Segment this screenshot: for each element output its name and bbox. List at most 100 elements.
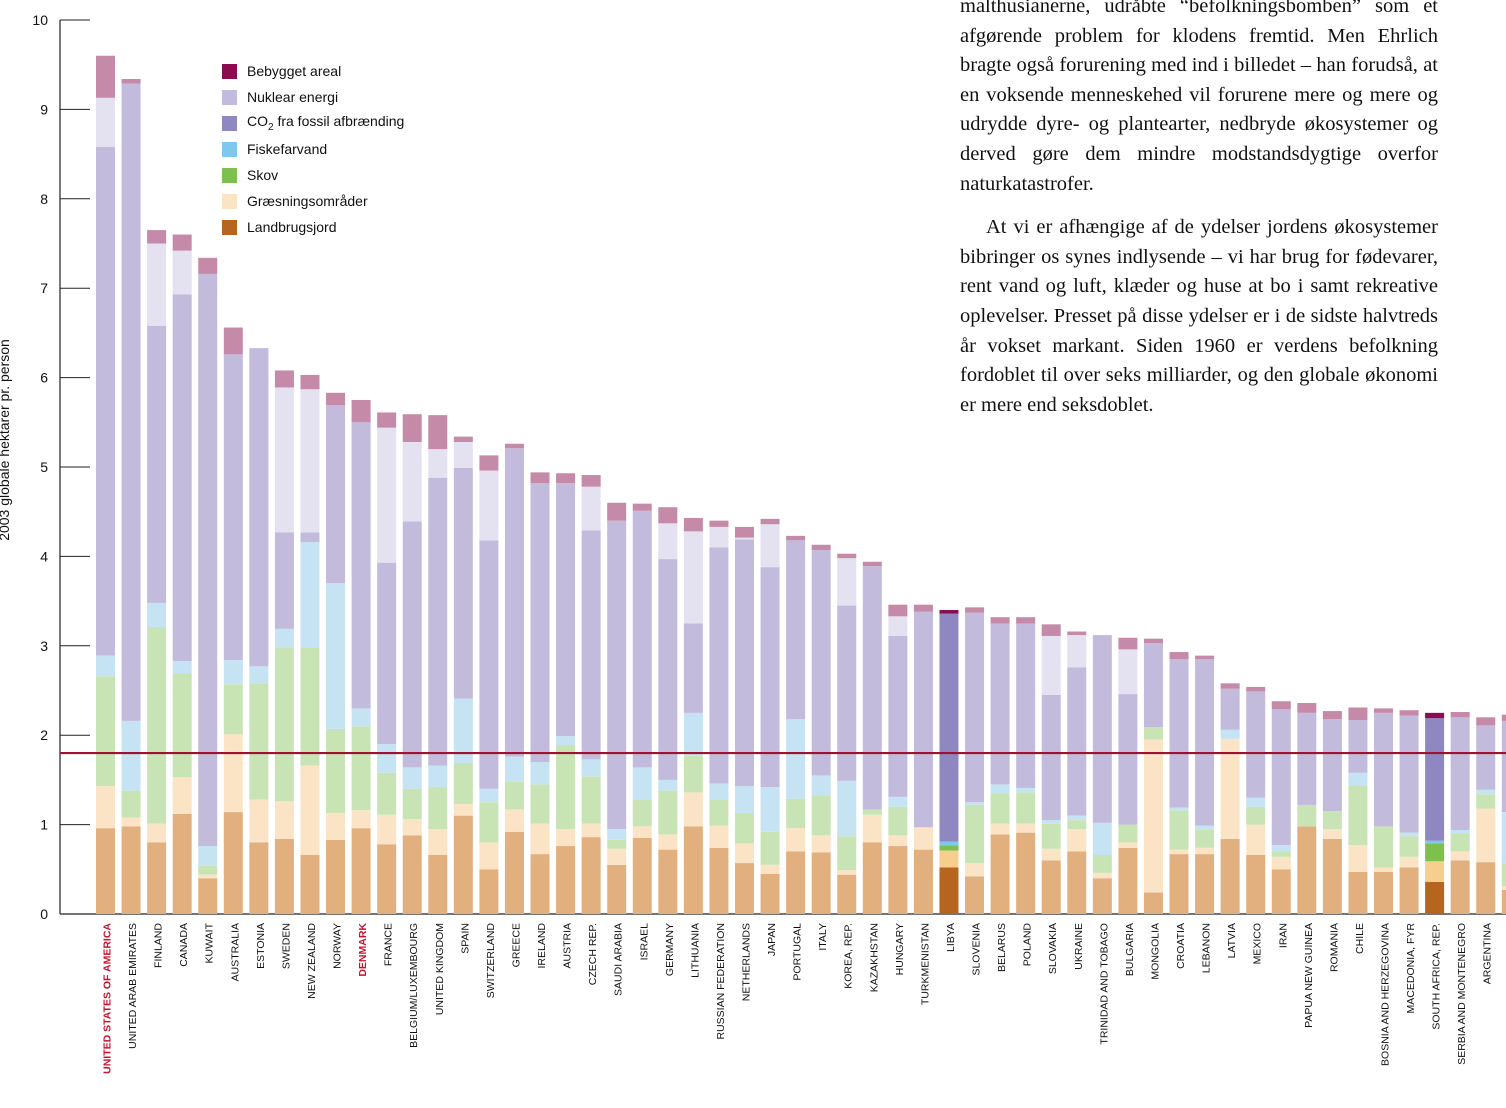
x-tick-label: ISRAEL xyxy=(638,923,650,961)
bar-segment xyxy=(1271,869,1291,914)
bar-segment xyxy=(1143,643,1163,728)
bar-segment xyxy=(1118,842,1138,848)
bar-segment xyxy=(1092,854,1112,873)
bar-segment xyxy=(658,849,678,914)
x-tick-label: AUSTRIA xyxy=(562,923,574,969)
x-tick-label: SERBIA AND MONTENEGRO xyxy=(1456,923,1468,1065)
bar-segment xyxy=(1246,854,1266,914)
legend-item: Skov xyxy=(222,162,404,188)
bar-segment xyxy=(198,874,218,879)
bar-segment xyxy=(1348,845,1368,872)
bar-segment xyxy=(249,683,269,800)
bar-segment xyxy=(683,531,703,624)
bar-segment xyxy=(581,823,601,838)
bar-segment xyxy=(1246,691,1266,798)
x-tick-label: SOUTH AFRICA, REP. xyxy=(1431,923,1443,1030)
legend-item: Bebygget areal xyxy=(222,58,404,84)
bar-segment xyxy=(1195,829,1215,848)
bar-segment xyxy=(709,547,729,784)
bar-segment xyxy=(326,583,346,729)
bar-segment xyxy=(1476,717,1496,726)
bar-segment xyxy=(760,831,780,865)
bar-segment xyxy=(1476,862,1496,914)
bar-segment xyxy=(1425,712,1445,719)
y-tick-label: 9 xyxy=(40,101,48,117)
bar-segment xyxy=(735,863,754,914)
bar-segment xyxy=(1016,823,1036,833)
bar-segment xyxy=(837,836,857,871)
bar-segment xyxy=(862,814,882,843)
bar-segment xyxy=(274,532,294,629)
bar-segment xyxy=(1297,826,1317,914)
bar-segment xyxy=(121,79,141,84)
bar-segment xyxy=(326,728,346,813)
bar-segment xyxy=(96,828,115,914)
bar-segment xyxy=(1322,838,1342,914)
bar-segment xyxy=(1220,683,1240,689)
y-tick-label: 3 xyxy=(40,638,48,654)
bar-segment xyxy=(453,441,473,468)
bar-segment xyxy=(888,806,908,836)
legend-label: Nuklear energi xyxy=(247,89,339,105)
bar-segment xyxy=(1220,729,1240,739)
article-paragraph-1: malthusianerne, udråbte “befolkningsbomb… xyxy=(960,0,1438,195)
bar-segment xyxy=(1246,824,1266,855)
x-tick-label: UNITED STATES OF AMERICA xyxy=(102,923,114,1074)
x-tick-label: GREECE xyxy=(510,923,522,967)
bar-segment xyxy=(1425,718,1445,841)
bar-segment xyxy=(1195,847,1215,855)
bar-segment xyxy=(735,526,754,538)
bar-segment xyxy=(1450,717,1470,830)
bar-segment xyxy=(786,851,806,914)
bar-segment xyxy=(965,876,985,914)
x-tick-label: SWEDEN xyxy=(280,923,292,969)
bar-segment xyxy=(658,834,678,850)
bar-segment xyxy=(274,370,294,388)
bar-segment xyxy=(96,55,115,98)
bar-segment xyxy=(607,520,627,830)
legend-item: Landbrugsjord xyxy=(222,214,404,240)
bar-segment xyxy=(1374,712,1393,827)
bar-segment xyxy=(683,712,703,756)
bar-segment xyxy=(1195,659,1215,826)
bar-segment xyxy=(1067,829,1087,852)
bar-segment xyxy=(811,835,831,853)
bar-segment xyxy=(837,605,857,781)
x-tick-label: MACEDONIA, FYR xyxy=(1405,923,1417,1014)
bar-segment xyxy=(1374,871,1393,914)
bar-segment xyxy=(786,535,806,541)
x-tick-label: TURKMENISTAN xyxy=(919,923,931,1005)
x-tick-label: TRINIDAD AND TOBAGO xyxy=(1098,923,1110,1045)
y-tick-label: 10 xyxy=(32,12,48,28)
x-tick-label: NORWAY xyxy=(332,923,344,969)
bar-segment xyxy=(530,823,550,855)
bar-segment xyxy=(1450,851,1470,861)
bar-segment xyxy=(453,804,473,816)
bar-segment xyxy=(786,719,806,799)
bar-segment xyxy=(300,854,320,914)
x-tick-label: FINLAND xyxy=(153,923,165,968)
bar-segment xyxy=(683,623,703,713)
bar-segment xyxy=(735,537,754,540)
bar-segment xyxy=(198,846,218,866)
bar-segment xyxy=(1297,703,1317,713)
x-tick-label: CZECH REP. xyxy=(587,923,599,985)
bar-segment xyxy=(504,831,524,914)
bar-segment xyxy=(1041,820,1061,824)
bar-segment xyxy=(1501,889,1506,914)
bar-segment xyxy=(428,415,448,450)
bar-segment xyxy=(1220,738,1240,839)
x-tick-label: UNITED KINGDOM xyxy=(434,923,446,1015)
bar-segment xyxy=(1195,854,1215,914)
bar-segment xyxy=(1016,832,1036,914)
bar-segment xyxy=(862,809,882,815)
bar-segment xyxy=(479,788,499,803)
x-tick-label: SLOVENIA xyxy=(971,923,983,976)
bar-segment xyxy=(274,628,294,648)
bar-segment xyxy=(1399,715,1419,833)
bar-segment xyxy=(862,842,882,914)
x-tick-label: ARGENTINA xyxy=(1482,923,1494,984)
bar-segment xyxy=(811,852,831,914)
bar-segment xyxy=(351,726,371,811)
bar-segment xyxy=(888,604,908,617)
